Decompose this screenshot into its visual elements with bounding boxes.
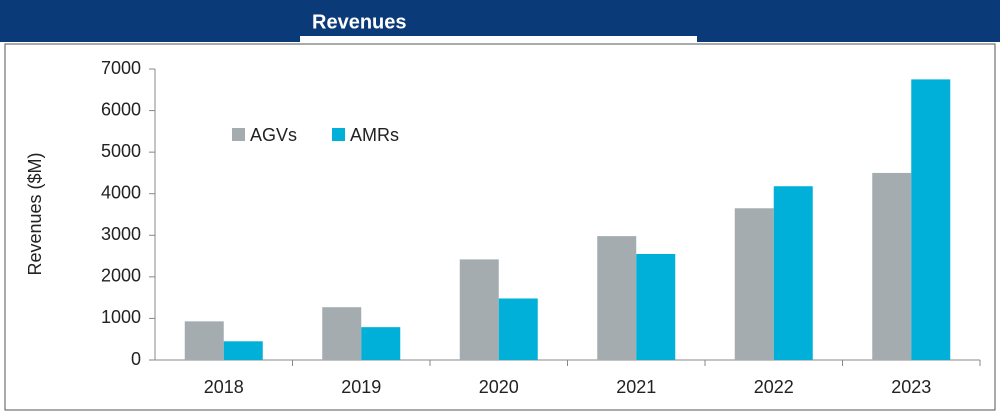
chart-title: Revenues [312,11,407,33]
y-tick-label: 1000 [101,307,141,327]
x-tick-label: 2018 [204,377,244,397]
y-tick-label: 3000 [101,224,141,244]
legend-swatch [232,128,245,141]
bar [459,259,499,360]
header-gap [300,36,697,44]
bar [223,341,263,360]
x-tick-label: 2021 [616,377,656,397]
bar [597,236,637,360]
bar [911,79,951,361]
bar [498,298,538,360]
x-tick-label: 2020 [479,377,519,397]
bar [773,186,813,360]
x-tick-label: 2019 [341,377,381,397]
y-tick-label: 2000 [101,266,141,286]
bar [322,307,362,360]
y-tick-label: 7000 [101,58,141,78]
bar [734,208,774,360]
bar [184,321,224,360]
y-tick-label: 5000 [101,141,141,161]
y-tick-label: 0 [131,349,141,369]
y-axis-label: Revenues ($M) [25,152,45,275]
x-tick-label: 2023 [891,377,931,397]
x-tick-label: 2022 [754,377,794,397]
bar [361,327,401,360]
legend-label: AMRs [350,125,399,145]
header-bar [0,0,1000,42]
legend-label: AGVs [250,125,297,145]
chart-frame [4,43,996,411]
y-tick-label: 6000 [101,99,141,119]
bar [636,253,676,360]
bar [872,172,912,360]
legend-swatch [332,128,345,141]
y-tick-label: 4000 [101,182,141,202]
